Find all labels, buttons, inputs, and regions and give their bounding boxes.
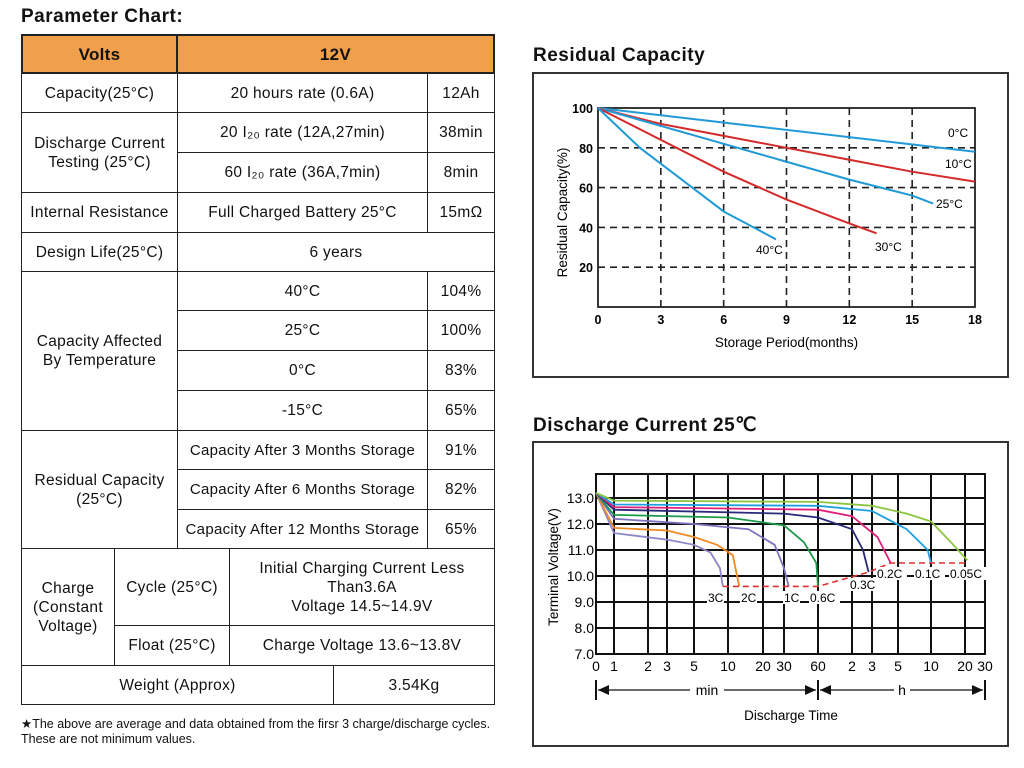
- series-label: 30°C: [875, 240, 902, 254]
- x-tick-label: 18: [968, 313, 982, 327]
- x-tick-label: 30: [977, 658, 993, 674]
- plot-area: [597, 107, 976, 308]
- label-bg: [876, 567, 907, 580]
- series-line-25c: [597, 107, 934, 205]
- label-bg: [849, 578, 880, 591]
- footnote: ★The above are average and data obtained…: [21, 717, 491, 746]
- cutoff-line: [722, 562, 968, 588]
- discharge-chart-title: Discharge Current 25℃: [533, 415, 758, 436]
- y-tick-label: 100: [572, 102, 593, 116]
- y-tick-label: 60: [579, 182, 593, 196]
- series-line-1C: [595, 492, 790, 587]
- y-tick-label: 40: [579, 221, 593, 235]
- series-line-10c: [597, 107, 976, 183]
- arrow-head: [598, 685, 609, 695]
- cycle-voltage: Voltage 14.5~14.9V: [291, 597, 433, 615]
- y-tick-label: 10.0: [567, 568, 594, 584]
- x-tick-label: 30: [776, 658, 792, 674]
- y-axis-label: Residual Capacity(%): [555, 148, 570, 278]
- y-tick-label: 20: [579, 261, 593, 275]
- x-tick-label: 2: [644, 658, 652, 674]
- arrow-head: [972, 685, 983, 695]
- series-line-30c: [597, 107, 877, 235]
- unit-label-h: h: [898, 682, 906, 698]
- y-axis-label: Terminal Voltage(V): [546, 508, 561, 626]
- series-label: 25°C: [936, 197, 963, 211]
- residual-chart-title: Residual Capacity: [533, 45, 706, 66]
- x-axis-label: Storage Period(months): [715, 335, 858, 350]
- label-bg: [740, 591, 757, 604]
- temperature-label: Capacity Affected By Temperature: [21, 271, 178, 431]
- series-line-0.2C: [595, 492, 892, 564]
- series-label: 0.2C: [877, 567, 903, 581]
- x-tick-label: 3: [868, 658, 876, 674]
- x-axis-label: Discharge Time: [744, 708, 838, 723]
- x-tick-label: 15: [905, 313, 919, 327]
- y-tick-label: 7.0: [575, 646, 595, 662]
- x-tick-label: 1: [610, 658, 618, 674]
- series-label: 1C: [784, 591, 800, 605]
- header-12v: 12V: [176, 34, 495, 74]
- series-label: 40°C: [756, 243, 783, 257]
- x-tick-label: 60: [810, 658, 826, 674]
- label-bg: [809, 591, 840, 604]
- discharge-label: Discharge Current Testing (25°C): [21, 112, 178, 193]
- series-label: 0.6C: [810, 591, 836, 605]
- y-tick-label: 80: [579, 142, 593, 156]
- x-tick-label: 0: [592, 658, 600, 674]
- x-tick-label: 3: [657, 313, 664, 327]
- cycle-current: Initial Charging Current Less Than3.6A: [259, 559, 465, 596]
- series-label: 0.1C: [915, 567, 941, 581]
- series-line-0.3C: [595, 492, 870, 573]
- x-tick-label: 5: [894, 658, 902, 674]
- label-bg: [914, 567, 945, 580]
- page-title: Parameter Chart:: [21, 6, 184, 27]
- x-tick-label: 2: [848, 658, 856, 674]
- x-tick-label: 9: [783, 313, 790, 327]
- x-tick-label: 0: [595, 313, 602, 327]
- series-line-40c: [597, 107, 777, 241]
- x-tick-label: 12: [842, 313, 856, 327]
- arrow-head: [820, 685, 831, 695]
- series-line-3C: [595, 492, 724, 587]
- label-bg: [707, 591, 724, 604]
- residual-chart-frame: [532, 72, 1009, 378]
- label-bg: [783, 591, 800, 604]
- x-tick-label: 20: [957, 658, 973, 674]
- arrow-head: [805, 685, 816, 695]
- y-tick-label: 9.0: [575, 594, 595, 610]
- x-tick-label: 20: [755, 658, 771, 674]
- series-label: 10°C: [945, 157, 972, 171]
- x-tick-label: 5: [690, 658, 698, 674]
- series-line-0.6C: [595, 492, 819, 587]
- series-label: 3C: [708, 591, 724, 605]
- discharge-chart-frame: [532, 441, 1009, 747]
- series-label: 0.3C: [850, 578, 876, 592]
- series-line-0.05C: [595, 491, 969, 562]
- series-label: 2C: [741, 591, 757, 605]
- y-tick-label: 8.0: [575, 620, 595, 636]
- label-bg: [949, 567, 987, 580]
- y-tick-label: 12.0: [567, 516, 594, 532]
- series-line-0.1C: [595, 492, 932, 564]
- x-tick-label: 10: [720, 658, 736, 674]
- series-label: 0.05C: [950, 567, 982, 581]
- y-tick-label: 13.0: [567, 490, 594, 506]
- x-tick-label: 3: [663, 658, 671, 674]
- y-tick-label: 11.0: [568, 542, 594, 558]
- series-label: 0°C: [948, 126, 968, 140]
- weight-value: 3.54Kg: [333, 665, 495, 705]
- unit-label-min: min: [696, 682, 719, 698]
- x-tick-label: 10: [923, 658, 939, 674]
- series-line-2C: [595, 492, 741, 587]
- series-line-0c: [597, 107, 976, 153]
- x-tick-label: 6: [720, 313, 727, 327]
- plot-area: [595, 473, 986, 655]
